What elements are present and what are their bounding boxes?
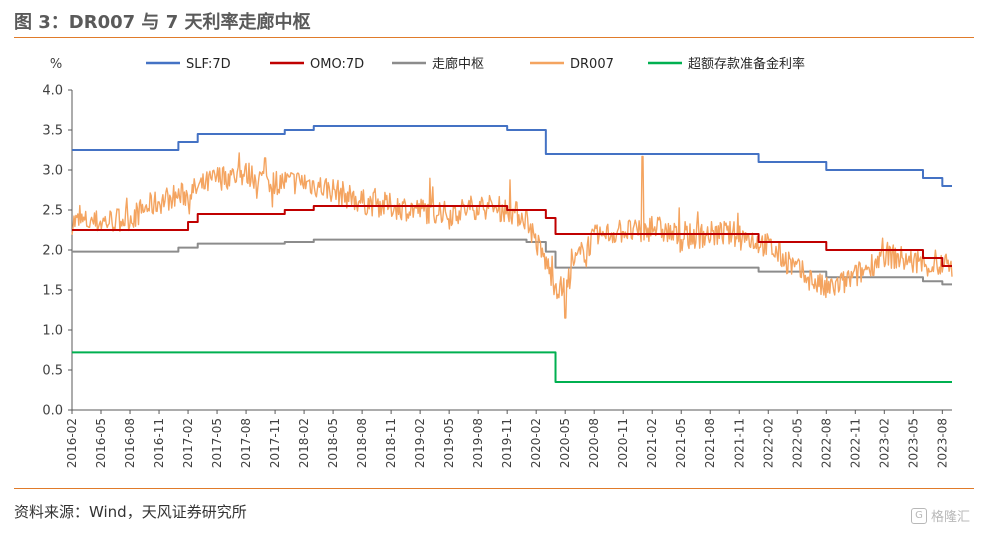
legend-label-dr007: DR007 bbox=[570, 57, 614, 72]
x-tick-label: 2023-05 bbox=[906, 418, 920, 468]
x-tick-label: 2017-02 bbox=[181, 418, 195, 468]
legend-label-corridor-center: 走廊中枢 bbox=[432, 56, 484, 72]
series-line-excess-reserve-rate bbox=[72, 351, 952, 383]
x-tick-label: 2021-11 bbox=[732, 418, 746, 468]
y-tick-label: 3.0 bbox=[42, 164, 63, 179]
legend-label-omo-7d: OMO:7D bbox=[310, 57, 364, 72]
x-tick-label: 2019-11 bbox=[500, 418, 514, 468]
title-divider bbox=[14, 37, 974, 38]
watermark-logo-icon: G bbox=[910, 507, 927, 524]
x-tick-label: 2021-05 bbox=[674, 418, 688, 468]
x-tick-label: 2017-05 bbox=[210, 418, 224, 468]
series-line-corridor-center bbox=[72, 238, 952, 286]
y-tick-label: 1.0 bbox=[42, 324, 63, 339]
legend-label-slf-7d: SLF:7D bbox=[186, 57, 231, 72]
x-tick-label: 2020-08 bbox=[587, 418, 601, 468]
x-tick-label: 2021-08 bbox=[703, 418, 717, 468]
line-chart: % 0.0 0.5 1.0 1.5 2.0 2.5 3.0 3.5 4.0 2016-02 2016-… bbox=[42, 56, 953, 468]
x-tick-label: 2023-08 bbox=[935, 418, 949, 468]
y-tick-label: 3.5 bbox=[42, 124, 63, 139]
x-tick-label: 2020-05 bbox=[558, 418, 572, 468]
x-tick-label: 2019-08 bbox=[471, 418, 485, 468]
watermark-text: 格隆汇 bbox=[930, 510, 970, 525]
x-tick-label: 2022-02 bbox=[761, 418, 775, 468]
source-note: 资料来源：Wind，天风证券研究所 bbox=[14, 503, 247, 521]
x-tick-label: 2019-05 bbox=[442, 418, 456, 468]
y-tick-label: 0.5 bbox=[42, 364, 63, 379]
x-tick-label: 2019-02 bbox=[413, 418, 427, 468]
x-tick-label: 2018-08 bbox=[355, 418, 369, 468]
x-tick-label: 2022-08 bbox=[819, 418, 833, 468]
y-tick-label: 2.5 bbox=[42, 204, 63, 219]
legend-label-excess-reserve-rate: 超额存款准备金利率 bbox=[688, 56, 805, 72]
x-tick-label: 2016-05 bbox=[94, 418, 108, 468]
x-tick-label: 2022-05 bbox=[790, 418, 804, 468]
x-tick-label: 2018-05 bbox=[326, 418, 340, 468]
watermark: G 格隆汇 bbox=[910, 506, 970, 525]
y-tick-label: 4.0 bbox=[42, 84, 63, 99]
x-tick-label: 2020-11 bbox=[616, 418, 630, 468]
x-tick-label: 2018-02 bbox=[297, 418, 311, 468]
series-line-slf-7d bbox=[72, 125, 952, 187]
x-tick-label: 2022-11 bbox=[848, 418, 862, 468]
figure-title: 图 3：DR007 与 7 天利率走廊中枢 bbox=[14, 12, 311, 33]
y-tick-label: 1.5 bbox=[42, 284, 63, 299]
y-unit-label: % bbox=[50, 57, 62, 72]
y-tick-label: 2.0 bbox=[42, 244, 63, 259]
footer-divider bbox=[14, 488, 974, 489]
y-tick-label: 0.0 bbox=[42, 404, 63, 419]
x-tick-label: 2018-11 bbox=[384, 418, 398, 468]
x-tick-label: 2016-11 bbox=[152, 418, 166, 468]
series-line-omo-7d bbox=[72, 205, 952, 267]
x-tick-label: 2021-02 bbox=[645, 418, 659, 468]
x-tick-label: 2017-11 bbox=[268, 418, 282, 468]
series-line-dr007 bbox=[71, 152, 953, 319]
x-tick-label: 2016-02 bbox=[65, 418, 79, 468]
x-tick-label: 2023-02 bbox=[877, 418, 891, 468]
x-tick-label: 2017-08 bbox=[239, 418, 253, 468]
x-tick-label: 2016-08 bbox=[123, 418, 137, 468]
x-tick-label: 2020-02 bbox=[529, 418, 543, 468]
